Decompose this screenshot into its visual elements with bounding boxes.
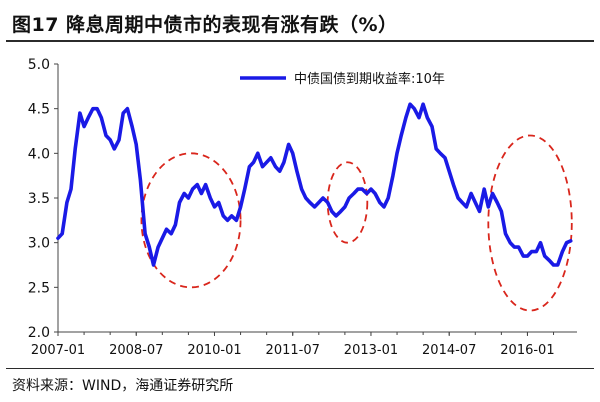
source-note: 资料来源：WIND，海通证券研究所 <box>12 378 234 394</box>
source-divider <box>6 368 594 369</box>
x-tick-label: 2014-07 <box>422 343 476 358</box>
title-divider <box>6 40 594 42</box>
title-bar: 图17 降息周期中债市的表现有涨有跌（%） <box>0 0 600 46</box>
x-tick-label: 2016-01 <box>500 343 554 358</box>
y-tick-label: 4.5 <box>28 102 50 118</box>
highlight-ellipse <box>487 134 573 312</box>
x-tick-label: 2007-01 <box>31 343 85 358</box>
chart-area: 2.0 2.5 3.0 3.5 4.0 4.5 5.0 2007-01 2008-07 2010-… <box>0 46 600 366</box>
highlight-ellipse <box>140 152 242 289</box>
legend: 中债国债到期收益率:10年 <box>240 71 445 87</box>
legend-label: 中债国债到期收益率:10年 <box>294 71 445 87</box>
series-line <box>56 102 573 267</box>
y-tick-label: 3.0 <box>28 236 50 252</box>
line-chart: 2.0 2.5 3.0 3.5 4.0 4.5 5.0 2007-01 2008-07 2010-… <box>28 57 577 358</box>
chart-title: 图17 降息周期中债市的表现有涨有跌（%） <box>12 14 398 36</box>
y-tick-label: 4.0 <box>28 146 50 162</box>
x-tick-label: 2008-07 <box>109 343 163 358</box>
highlight-ellipses <box>140 134 573 312</box>
y-tick-label: 5.0 <box>28 57 50 73</box>
x-tick-label: 2010-01 <box>187 343 241 358</box>
x-tick-label: 2013-01 <box>344 343 398 358</box>
y-tick-label: 3.5 <box>28 191 50 207</box>
y-tick-label: 2.5 <box>28 280 50 296</box>
x-tick-label: 2011-07 <box>266 343 320 358</box>
y-tick-label: 2.0 <box>28 325 50 341</box>
series-group <box>56 102 573 267</box>
axes: 2.0 2.5 3.0 3.5 4.0 4.5 5.0 2007-01 2008-07 2010-… <box>28 57 577 358</box>
